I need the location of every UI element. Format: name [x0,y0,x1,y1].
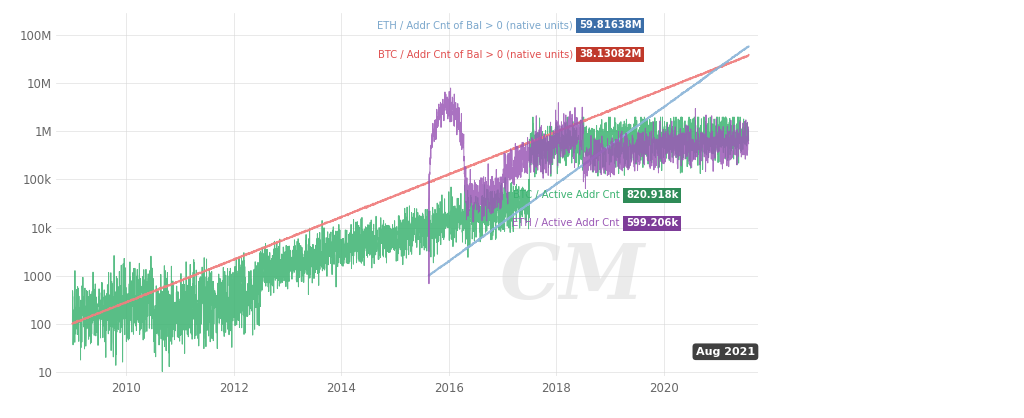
Text: CM: CM [500,241,644,315]
Text: BTC / Active Addr Cnt: BTC / Active Addr Cnt [513,190,626,200]
Text: 820.918k: 820.918k [626,190,678,200]
Text: ETH / Active Addr Cnt: ETH / Active Addr Cnt [512,219,626,229]
Text: Aug 2021: Aug 2021 [696,347,755,357]
Text: BTC / Addr Cnt of Bal > 0 (native units): BTC / Addr Cnt of Bal > 0 (native units) [378,49,579,59]
Text: 38.13082M: 38.13082M [579,49,641,59]
Text: ETH / Addr Cnt of Bal > 0 (native units): ETH / Addr Cnt of Bal > 0 (native units) [377,20,579,30]
Text: 59.81638M: 59.81638M [579,20,641,30]
Text: 599.206k: 599.206k [626,219,678,229]
